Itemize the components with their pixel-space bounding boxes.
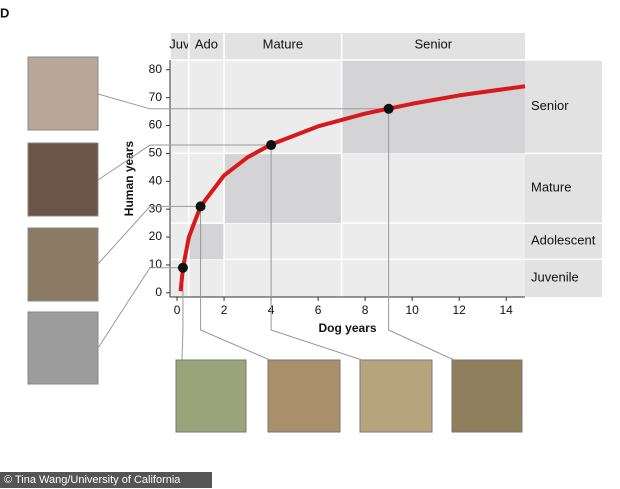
x-tick-label: 14 [500,303,514,317]
stage-label: Senior [415,36,453,51]
photo [27,227,99,302]
stage-area [188,223,225,260]
x-tick-label: 8 [362,303,369,317]
photo [27,311,99,385]
dog-photos [175,359,523,433]
point [177,262,188,273]
y-tick-label: 50 [149,146,163,160]
point [195,201,206,212]
y-tick-label: 30 [149,201,163,215]
stage-area [224,153,342,224]
stage-label: Juvenile [531,270,579,285]
stage-label: Adolescent [531,233,596,248]
photo [27,56,99,131]
connector [181,267,184,361]
connector [97,205,201,265]
stage-area [341,60,525,154]
stage-label: Juv [169,36,190,51]
y-tick-label: 70 [149,90,163,104]
x-tick-label: 10 [405,303,419,317]
x-tick-label: 12 [452,303,466,317]
photo [267,359,341,433]
connector [97,267,183,349]
y-tick-label: 80 [149,62,163,76]
photo [451,359,523,433]
x-tick-label: 0 [174,303,181,317]
y-tick-label: 10 [149,257,163,271]
credit-box [0,472,212,488]
photo [175,359,247,433]
side-band [525,60,602,297]
y-tick-label: 20 [149,229,163,243]
x-axis-label: Dog years [318,321,376,335]
y-axis-label: Human years [122,140,136,216]
connector [97,93,389,110]
stage-label: Ado [195,36,218,51]
stage-label: Senior [531,98,569,113]
human-photos [27,56,99,385]
credit: © Tina Wang/University of California [4,474,181,486]
y-tick-label: 40 [149,173,163,187]
panel-letter: D [0,5,9,20]
y-tick-label: 0 [155,285,162,299]
x-tick-label: 2 [221,303,228,317]
x-tick-label: 6 [315,303,322,317]
top-band [170,33,525,60]
curve [178,84,526,292]
stage-label: Mature [263,36,303,51]
connector [200,206,271,361]
photo [27,142,99,217]
photo [359,359,433,433]
y-tick-label: 60 [149,118,163,132]
connector [388,108,455,361]
point [266,140,277,151]
connector [97,144,272,181]
connector [270,145,363,361]
point [383,103,394,114]
stage-label: Mature [531,180,571,195]
